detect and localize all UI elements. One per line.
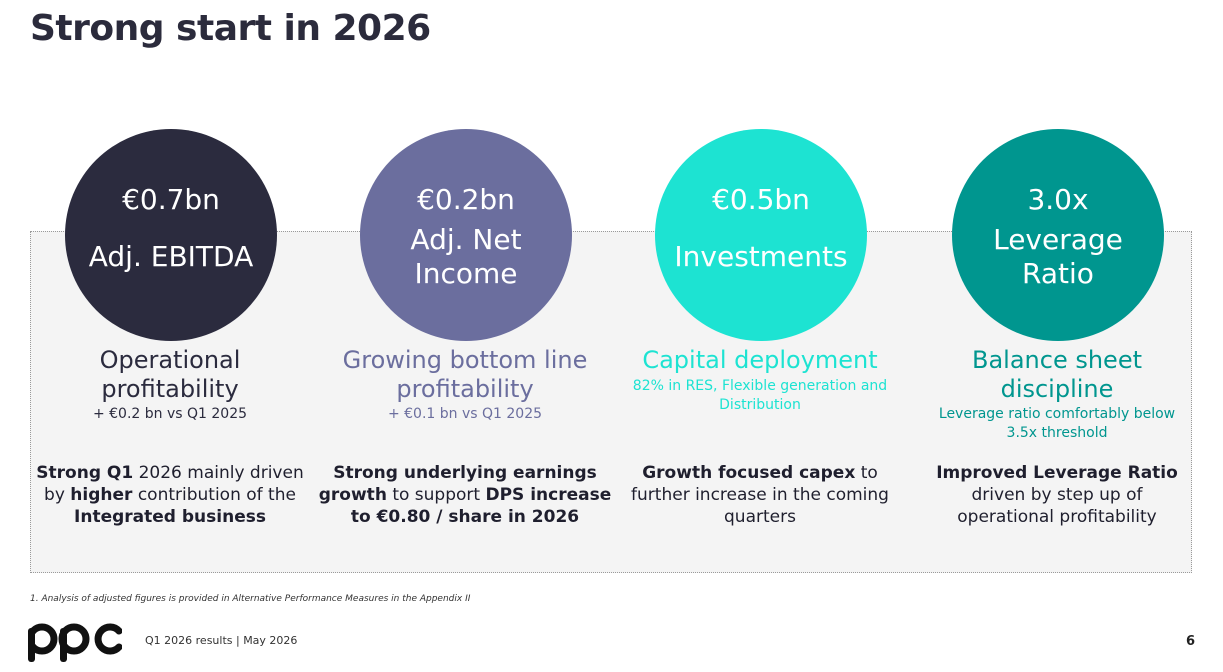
kpi-heading: Balance sheet discipline (907, 346, 1207, 404)
kpi-heading-line: Operational (99, 346, 241, 374)
kpi-circle: 3.0x Leverage Ratio (952, 129, 1164, 341)
bold-text: Integrated business (74, 507, 266, 527)
kpi-label: Adj. Net Income (360, 223, 572, 291)
kpi-description-line: Growth focused capex to (608, 462, 912, 484)
kpi-subtext-line: 3.5x threshold (1006, 425, 1108, 441)
kpi-heading-line: Capital deployment (642, 346, 878, 374)
kpi-subtext-line: Leverage ratio comfortably below (938, 406, 1176, 422)
text-run: to (855, 463, 878, 483)
page-title: Strong start in 2026 (30, 8, 431, 49)
kpi-subtext: + €0.2 bn vs Q1 2025 (16, 405, 324, 424)
kpi-heading-line: profitability (101, 375, 239, 403)
kpi-column-net-income: €0.2bn Adj. Net Income Growing bottom li… (319, 0, 611, 672)
kpi-subtext-line: + €0.1 bn vs Q1 2025 (387, 406, 543, 422)
kpi-column-investments: €0.5bn Investments Capital deployment 82… (620, 0, 900, 672)
kpi-circle: €0.5bn Investments (655, 129, 867, 341)
kpi-heading-line: Growing bottom line (342, 346, 588, 374)
footnote: 1. Analysis of adjusted figures is provi… (30, 594, 471, 604)
kpi-heading-line: profitability (396, 375, 534, 403)
kpi-subtext: 82% in RES, Flexible generation and Dist… (606, 377, 914, 415)
kpi-value: 3.0x (1027, 183, 1089, 216)
kpi-circle: €0.7bn Adj. EBITDA (65, 129, 277, 341)
kpi-heading: Capital deployment (610, 346, 910, 375)
kpi-description-line: to €0.80 / share in 2026 (313, 506, 617, 528)
kpi-description-line: Integrated business (18, 506, 322, 528)
bold-text: Strong Q1 (36, 463, 134, 483)
page-number: 6 (1185, 634, 1195, 649)
kpi-description-line: by higher contribution of the (18, 484, 322, 506)
kpi-value: €0.2bn (417, 183, 515, 216)
text-run: 2026 mainly driven (133, 463, 304, 483)
text-run: by (44, 485, 71, 505)
kpi-description: Improved Leverage Ratio driven by step up… (905, 462, 1209, 528)
text-run: to support (386, 485, 486, 505)
kpi-description-line: Improved Leverage Ratio (905, 462, 1209, 484)
kpi-value: €0.5bn (712, 183, 810, 216)
kpi-description-line: Strong Q1 2026 mainly driven (18, 462, 322, 484)
kpi-label-line: Income (414, 257, 518, 290)
kpi-label: Adj. EBITDA (88, 240, 254, 273)
kpi-description-line: quarters (608, 506, 912, 528)
kpi-description-line: growth to support DPS increase (313, 484, 617, 506)
kpi-heading: Operational profitability (20, 346, 320, 404)
kpi-heading-line: Balance sheet (971, 346, 1142, 374)
kpi-description: Growth focused capex to further increase … (608, 462, 912, 528)
kpi-label-line: Leverage (993, 223, 1123, 256)
ppc-logo-icon (28, 623, 122, 662)
kpi-subtext: + €0.1 bn vs Q1 2025 (311, 405, 619, 424)
kpi-column-leverage: 3.0x Leverage Ratio Balance sheet discip… (917, 0, 1197, 672)
kpi-subtext: Leverage ratio comfortably below 3.5x th… (903, 405, 1211, 443)
text-run: further increase in the coming (631, 485, 889, 505)
kpi-description-line: driven by step up of (905, 484, 1209, 506)
kpi-subtext-line: Distribution (719, 397, 801, 413)
text-run: contribution of the (132, 485, 296, 505)
kpi-label-line: Ratio (1022, 257, 1094, 290)
kpi-label: Leverage Ratio (952, 223, 1164, 291)
kpi-subtext-line: 82% in RES, Flexible generation and (632, 378, 888, 394)
kpi-description: Strong Q1 2026 mainly driven by higher co… (18, 462, 322, 528)
bold-text: Strong underlying earnings (333, 463, 597, 483)
kpi-column-ebitda: €0.7bn Adj. EBITDA Operational profitabi… (30, 0, 310, 672)
bold-text: DPS increase (485, 485, 612, 505)
bold-text: Growth focused capex (642, 463, 856, 483)
kpi-heading: Growing bottom line profitability (315, 346, 615, 404)
bold-text: to €0.80 / share in 2026 (350, 507, 580, 527)
text-run: operational profitability (957, 507, 1157, 527)
text-run: driven by step up of (971, 485, 1143, 505)
kpi-description-line: operational profitability (905, 506, 1209, 528)
kpi-description-line: Strong underlying earnings (313, 462, 617, 484)
bold-text: growth (318, 485, 387, 505)
kpi-description-line: further increase in the coming (608, 484, 912, 506)
kpi-label-line: Adj. Net (410, 223, 522, 256)
kpi-subtext-line: + €0.2 bn vs Q1 2025 (92, 406, 248, 422)
text-run: quarters (724, 507, 796, 527)
bold-text: Improved Leverage Ratio (936, 463, 1178, 483)
footer-text: Q1 2026 results | May 2026 (145, 634, 298, 647)
kpi-description: Strong underlying earnings growth to supp… (313, 462, 617, 528)
kpi-label: Investments (674, 240, 848, 273)
kpi-circle: €0.2bn Adj. Net Income (360, 129, 572, 341)
kpi-value: €0.7bn (122, 183, 220, 216)
bold-text: higher (70, 485, 133, 505)
kpi-heading-line: discipline (1000, 375, 1114, 403)
